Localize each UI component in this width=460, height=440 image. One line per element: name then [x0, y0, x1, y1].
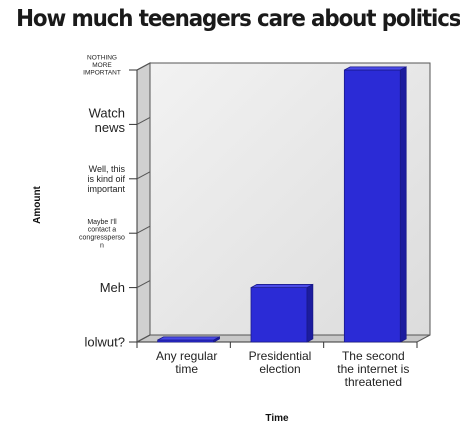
x-tick-labels: Any regular time Presidential election The s…	[136, 342, 418, 389]
y-axis-title: Amount	[32, 185, 43, 223]
bar-side	[399, 66, 407, 343]
y-tick-depth-line	[136, 334, 151, 343]
bar	[250, 283, 314, 343]
y-tick-label: Maybe I'll contact a congressperso n	[79, 219, 125, 250]
y-tick-label: Meh	[100, 280, 125, 295]
plot-side-wall	[136, 62, 151, 343]
x-tick-label: Presidential election	[249, 349, 312, 376]
bar-top	[157, 336, 220, 341]
y-tick-label: NOTHING MORE IMPORTANT	[83, 55, 121, 77]
y-tick-depth-line	[136, 171, 151, 180]
y-tick-depth-line	[136, 116, 151, 125]
bar	[157, 336, 220, 343]
y-tick-label: lolwut?	[85, 335, 125, 350]
bar-top	[344, 66, 407, 71]
bars	[157, 66, 407, 343]
bar-front	[343, 69, 401, 343]
x-tick-label: The second the internet is threatened	[337, 349, 409, 389]
bar-side	[306, 283, 314, 343]
y-tick-labels: lolwut? Meh Maybe I'll contact a congressper…	[79, 55, 125, 350]
y-tick-depth-line	[136, 225, 151, 234]
chart-title: How much teenagers care about politics	[16, 6, 460, 32]
bar-front	[250, 287, 308, 343]
x-axis-title: Time	[265, 413, 289, 424]
y-tick-depth-line	[136, 280, 151, 289]
tick-marks	[129, 62, 151, 343]
y-tick-label: Watch news	[89, 105, 126, 135]
x-tick-label: Any regular time	[156, 349, 217, 376]
y-tick-depth-line	[136, 62, 151, 71]
bar-top	[250, 284, 314, 289]
y-tick-label: Well, this is kind oif important	[87, 164, 125, 194]
bar	[343, 66, 407, 343]
